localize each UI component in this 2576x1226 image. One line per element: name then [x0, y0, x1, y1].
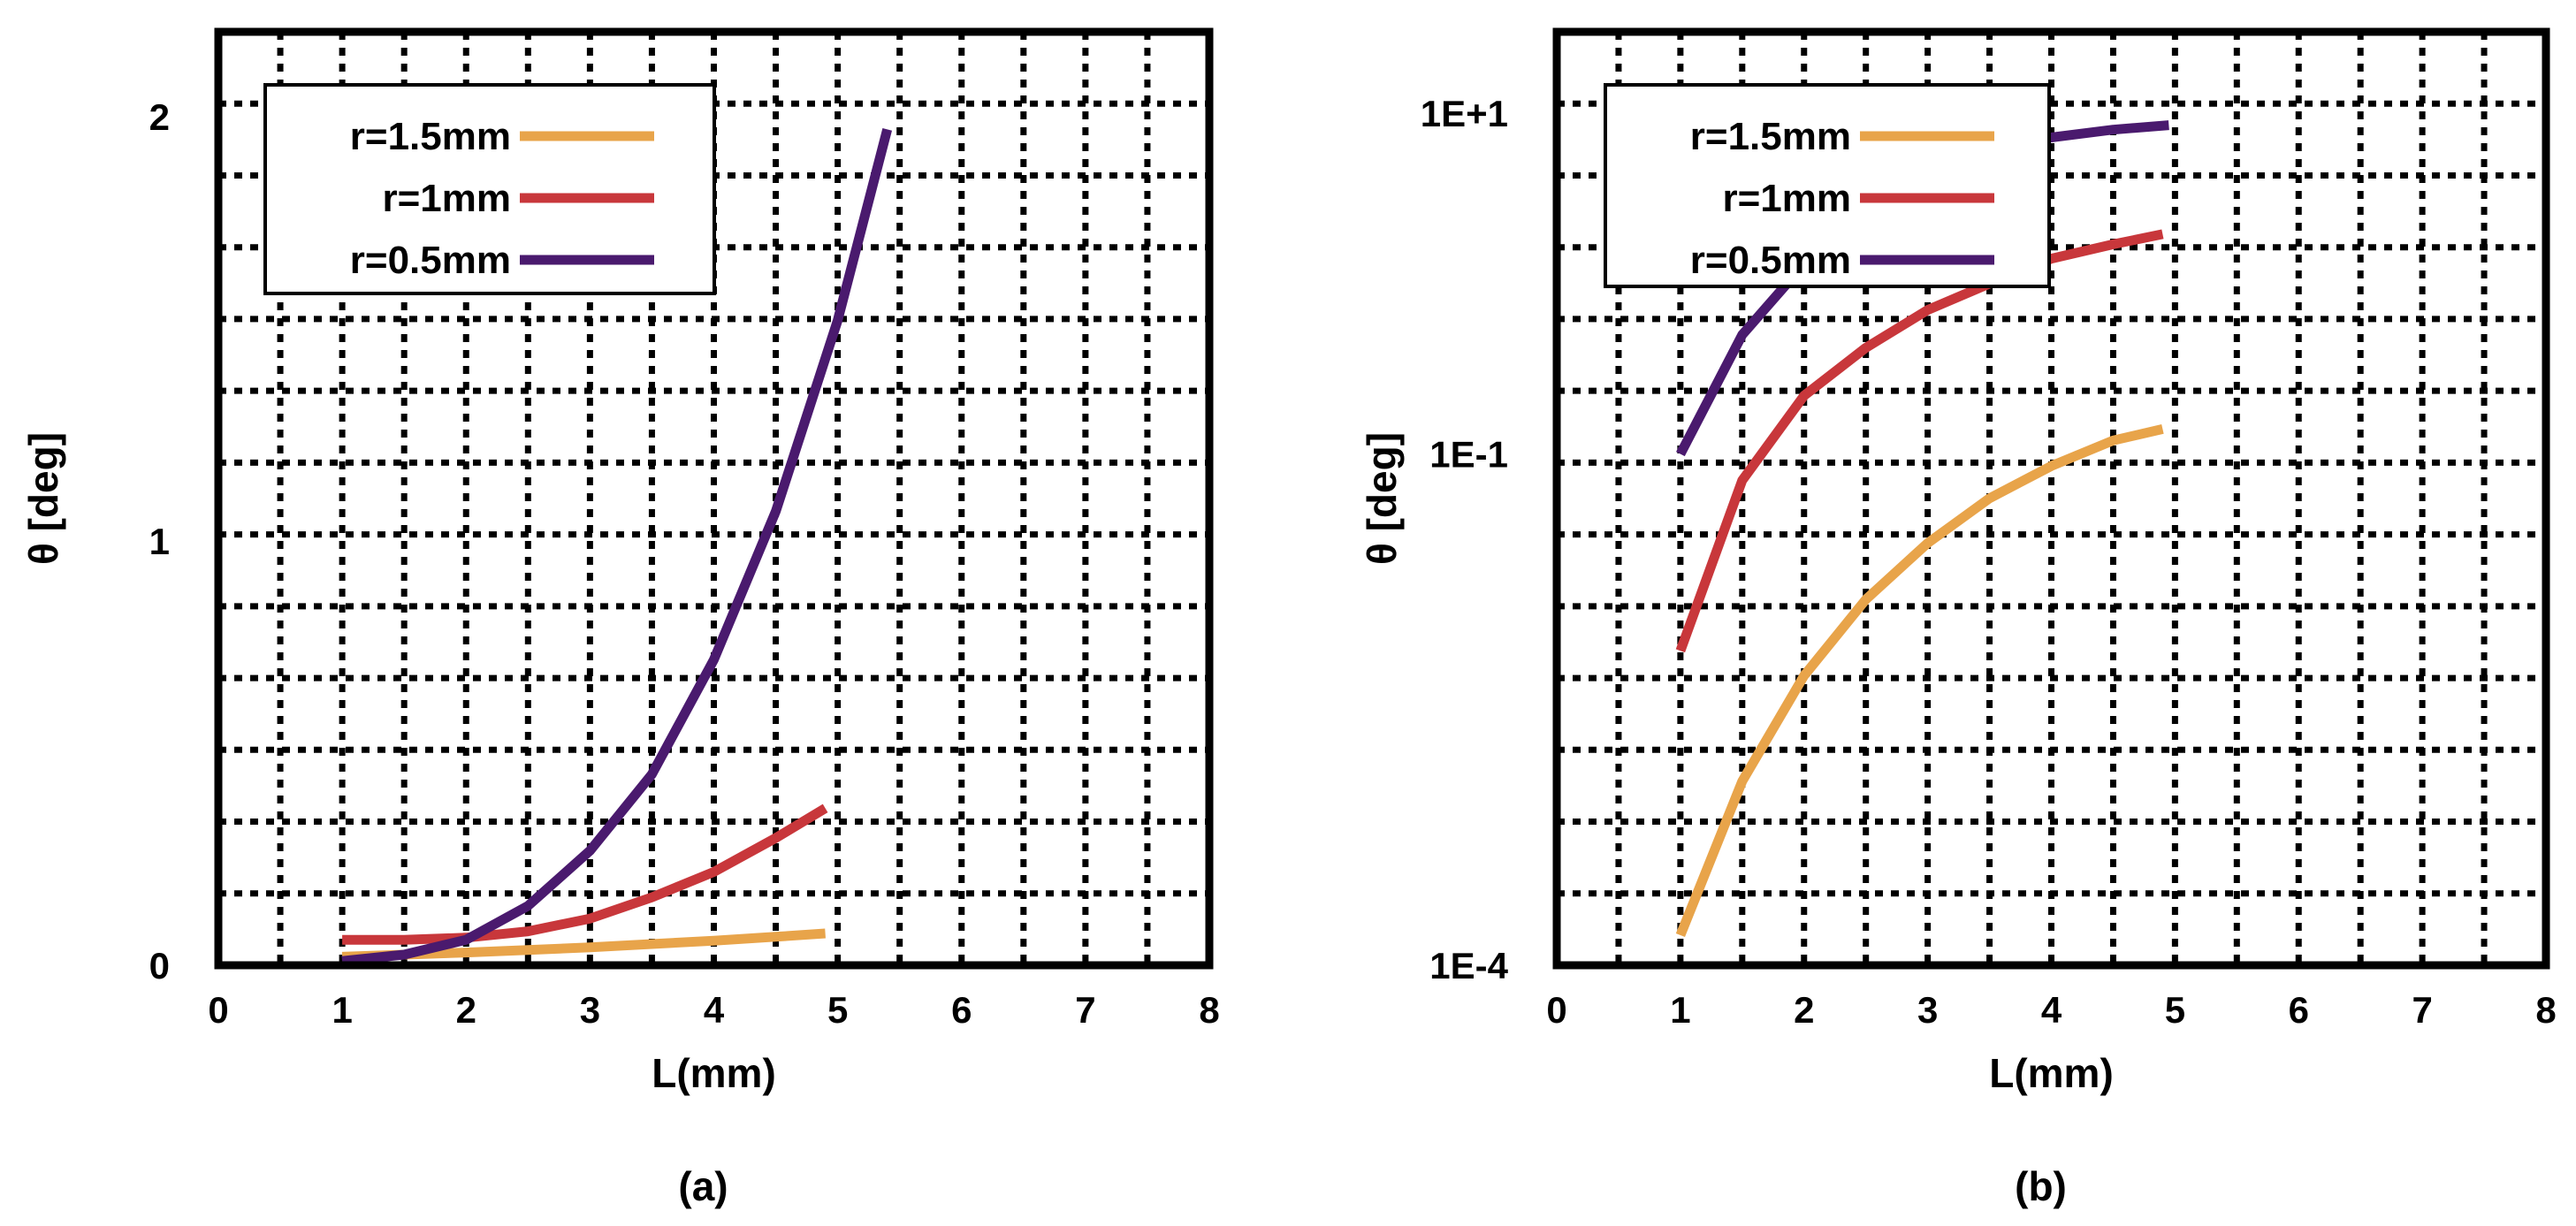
series-line [1675, 229, 2164, 653]
x-tick-label: 7 [2412, 989, 2432, 1031]
y-tick-label: 0 [149, 945, 170, 986]
y-tick-label: 1E+1 [1421, 93, 1508, 134]
x-tick-label: 8 [2535, 989, 2556, 1031]
legend-label: r=1mm [382, 177, 511, 220]
legend-label: r=0.5mm [350, 239, 511, 282]
y-axis-label: θ [deg] [1359, 432, 1405, 565]
series-line [342, 803, 828, 945]
x-tick-label: 6 [2289, 989, 2309, 1031]
x-tick-label: 2 [1794, 989, 1814, 1031]
x-tick-label: 0 [208, 989, 228, 1031]
x-tick-label: 4 [704, 989, 725, 1031]
x-tick-label: 1 [1670, 989, 1690, 1031]
y-tick-label: 1E-4 [1429, 945, 1508, 986]
panel-a: r=1.5mm r=1mm r=0.5mm 0 1 2 3 4 5 6 7 8 0 1 2 L(mm) θ [d… [20, 27, 1220, 1209]
legend-label: r=1.5mm [350, 115, 511, 158]
panel-caption: (b) [2015, 1163, 2067, 1209]
x-tick-label: 3 [580, 989, 600, 1031]
x-tick-label: 1 [332, 989, 352, 1031]
legend-label: r=1mm [1722, 177, 1851, 220]
x-tick-label: 6 [951, 989, 972, 1031]
series-line [341, 128, 893, 966]
y-tick-label: 2 [149, 96, 170, 138]
x-axis-label: L(mm) [1989, 1050, 2114, 1096]
x-tick-label: 0 [1546, 989, 1566, 1031]
x-tick-label: 5 [827, 989, 848, 1031]
x-axis-label: L(mm) [652, 1050, 776, 1096]
x-tick-label: 7 [1075, 989, 1095, 1031]
x-tick-label: 2 [456, 989, 476, 1031]
legend-box [1604, 83, 2051, 288]
y-tick-label: 1 [149, 521, 170, 562]
plot-frame [214, 27, 1214, 970]
panel-b: r=1.5mm r=1mm r=0.5mm 0 1 2 3 4 5 6 7 8 1E-4 1E-1 1E+1… [1359, 27, 2557, 1209]
panel-caption: (a) [678, 1163, 728, 1209]
y-tick-label: 1E-1 [1429, 434, 1508, 476]
x-tick-label: 8 [1199, 989, 1219, 1031]
x-tick-label: 4 [2041, 989, 2062, 1031]
x-tick-label: 3 [1917, 989, 1938, 1031]
x-tick-label: 5 [2165, 989, 2185, 1031]
plot-frame [1552, 27, 2550, 970]
series-line [1675, 424, 2164, 938]
legend-label: r=0.5mm [1690, 239, 1851, 282]
legend-label: r=1.5mm [1690, 115, 1851, 158]
y-axis-label: θ [deg] [20, 432, 66, 565]
